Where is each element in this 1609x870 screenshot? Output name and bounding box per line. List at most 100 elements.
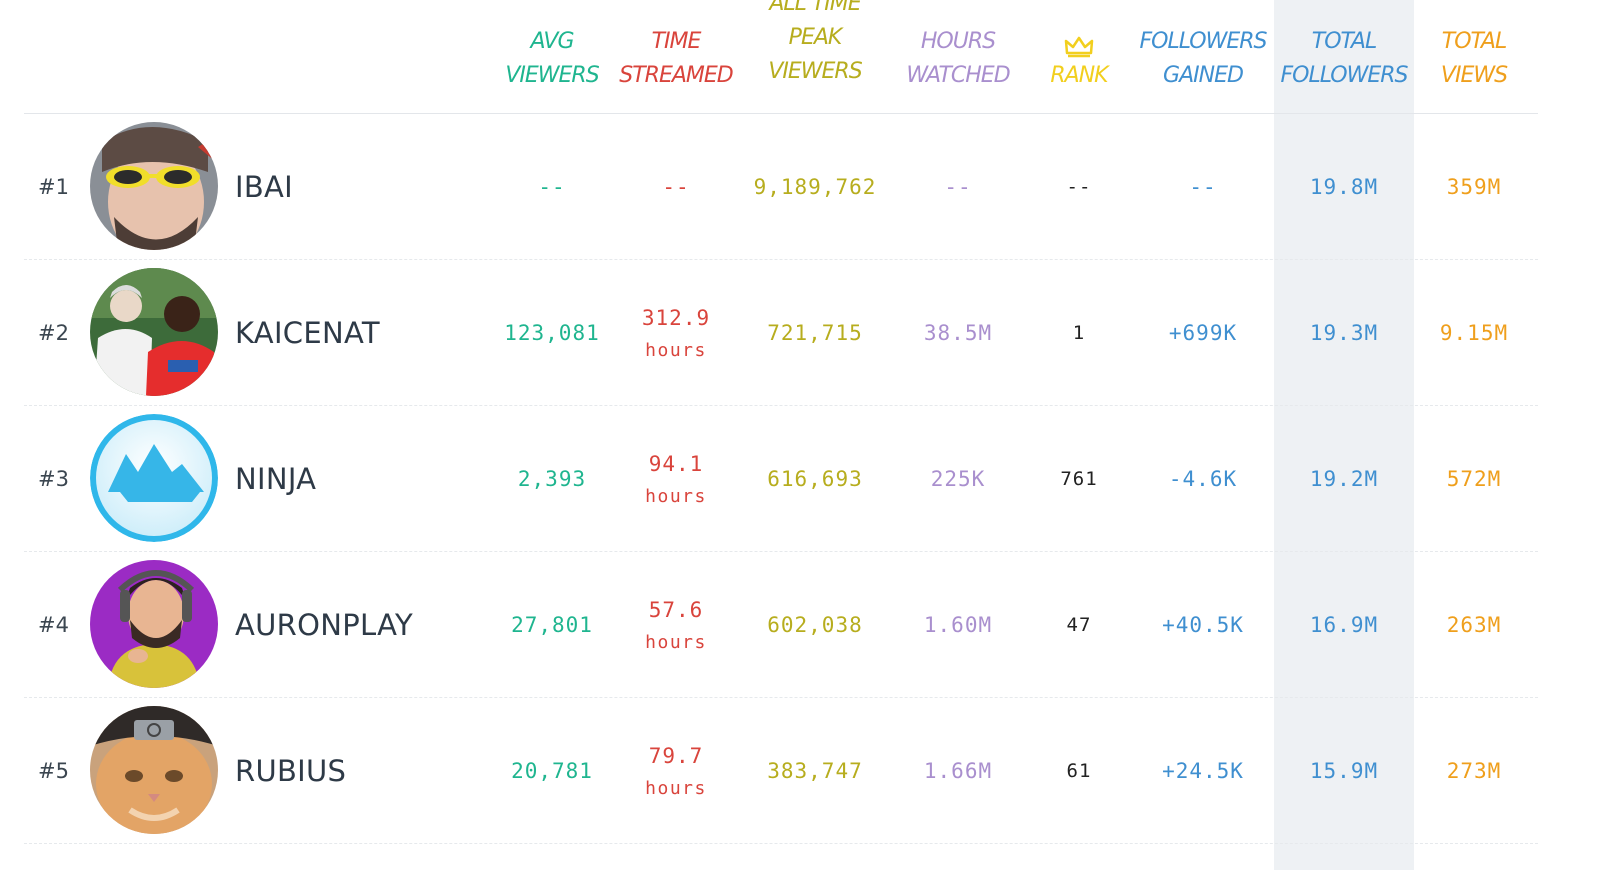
- row-username[interactable]: KAICENAT: [235, 316, 380, 350]
- header-total-views[interactable]: TOTAL VIEWS: [1414, 0, 1534, 113]
- row-peak-viewers: 9,189,762: [740, 114, 890, 260]
- avatar[interactable]: [90, 122, 218, 250]
- row-followers-gained-value: +40.5K: [1162, 613, 1244, 637]
- row-followers-gained: +40.5K: [1138, 552, 1268, 698]
- header-hours-watched-line1: HOURS: [920, 29, 996, 54]
- row-peak-viewers: 721,715: [740, 260, 890, 406]
- row-total-views: 273M: [1414, 698, 1534, 844]
- row-time-streamed-value: 94.1: [648, 451, 704, 476]
- row-hours-watched: --: [898, 114, 1018, 260]
- row-avg-viewers-value: 2,393: [517, 467, 587, 491]
- row-rank-number: #2: [38, 321, 69, 345]
- header-peak-viewers-line1: ALL TIME: [769, 0, 861, 16]
- row-total-followers-value: 15.9M: [1309, 759, 1379, 783]
- header-hours-watched[interactable]: HOURS WATCHED: [898, 0, 1018, 113]
- row-rank-position: 47: [1040, 552, 1118, 698]
- row-peak-viewers: 616,693: [740, 406, 890, 552]
- row-peak-viewers-value: 383,747: [767, 759, 863, 783]
- row-username[interactable]: NINJA: [235, 462, 317, 496]
- row-total-followers: 19.8M: [1280, 114, 1408, 260]
- row-rank-position-value: 61: [1066, 760, 1092, 782]
- row-divider: [24, 697, 1538, 698]
- row-total-followers: 19.3M: [1280, 260, 1408, 406]
- row-time-streamed-value: 312.9: [641, 305, 711, 330]
- row-total-views: 263M: [1414, 552, 1534, 698]
- row-time-streamed-unit: hours: [645, 777, 707, 799]
- header-followers-gained-line1: FOLLOWERS: [1139, 29, 1267, 54]
- avatar[interactable]: [90, 706, 218, 834]
- header-total-followers-line1: TOTAL: [1311, 29, 1377, 54]
- row-time-streamed: 312.9 hours: [616, 260, 736, 406]
- avatar-auronplay-image: [90, 560, 218, 688]
- crown-icon: [1064, 36, 1094, 58]
- row-hours-watched-value: --: [944, 175, 972, 199]
- row-time-streamed-value: --: [662, 175, 690, 199]
- table-row[interactable]: #1 IBAI -- -- 9,189,762 -- -- -- 19.8M 3…: [0, 114, 1609, 260]
- row-time-streamed: 57.6 hours: [616, 552, 736, 698]
- row-peak-viewers-value: 9,189,762: [753, 175, 877, 199]
- row-hours-watched-value: 1.66M: [923, 759, 993, 783]
- header-time-streamed-line2: STREAMED: [619, 63, 733, 88]
- row-peak-viewers-value: 721,715: [767, 321, 863, 345]
- row-rank-position: --: [1040, 114, 1118, 260]
- row-hours-watched-value: 225K: [930, 467, 986, 491]
- row-total-followers-value: 16.9M: [1309, 613, 1379, 637]
- row-username[interactable]: RUBIUS: [235, 754, 347, 788]
- header-peak-viewers-line2: PEAK: [788, 25, 843, 50]
- row-avg-viewers: 27,801: [492, 552, 612, 698]
- row-avg-viewers-value: 20,781: [511, 759, 593, 783]
- row-followers-gained: -4.6K: [1138, 406, 1268, 552]
- row-total-views-value: 263M: [1446, 613, 1502, 637]
- row-followers-gained-value: +699K: [1168, 321, 1238, 345]
- avatar[interactable]: [90, 414, 218, 542]
- table-row[interactable]: #2 KAICENAT 123,081 312.9 hours 721,715 3…: [0, 260, 1609, 406]
- row-time-streamed: 79.7 hours: [616, 698, 736, 844]
- avatar[interactable]: [90, 560, 218, 688]
- header-peak-viewers[interactable]: ALL TIME PEAK VIEWERS: [740, 0, 890, 109]
- header-total-followers-line2: FOLLOWERS: [1280, 63, 1408, 88]
- row-rank-number: #5: [38, 759, 69, 783]
- row-time-streamed-value: 79.7: [648, 743, 704, 768]
- total-followers-column-highlight: [1274, 0, 1414, 870]
- avatar-ninja-image: [90, 414, 218, 542]
- table-row[interactable]: #3 NINJA 2,393 94.1 hours 616,693 225K 76…: [0, 406, 1609, 552]
- row-rank-position-value: 47: [1066, 614, 1092, 636]
- header-avg-viewers[interactable]: AVG VIEWERS: [492, 0, 612, 113]
- header-rank[interactable]: RANK: [1040, 0, 1118, 113]
- avatar[interactable]: [90, 268, 218, 396]
- row-username[interactable]: AURONPLAY: [235, 608, 414, 642]
- row-divider: [24, 843, 1538, 844]
- row-total-followers-value: 19.8M: [1309, 175, 1379, 199]
- row-time-streamed: 94.1 hours: [616, 406, 736, 552]
- row-rank-number: #1: [38, 175, 69, 199]
- row-rank-position-value: 1: [1072, 322, 1086, 344]
- header-peak-viewers-line3: VIEWERS: [768, 59, 862, 84]
- header-total-views-line1: TOTAL: [1441, 29, 1507, 54]
- header-time-streamed[interactable]: TIME STREAMED: [612, 0, 740, 113]
- row-avg-viewers: 2,393: [492, 406, 612, 552]
- row-avg-viewers: 123,081: [492, 260, 612, 406]
- row-username[interactable]: IBAI: [235, 170, 294, 204]
- row-total-followers: 19.2M: [1280, 406, 1408, 552]
- table-row[interactable]: #4 AURONPLAY 27,801 57.6 hours 602,038 1.…: [0, 552, 1609, 698]
- header-total-followers[interactable]: TOTAL FOLLOWERS: [1274, 0, 1414, 113]
- table-row[interactable]: #5 RUBIUS 20,781 79.7 hours 383,747 1.66M…: [0, 698, 1609, 844]
- row-followers-gained-value: -4.6K: [1168, 467, 1238, 491]
- row-total-followers: 16.9M: [1280, 552, 1408, 698]
- row-avg-viewers-value: --: [538, 175, 566, 199]
- header-divider: [24, 113, 1538, 114]
- row-total-views: 572M: [1414, 406, 1534, 552]
- header-avg-viewers-line1: AVG: [530, 29, 574, 54]
- row-time-streamed-unit: hours: [645, 485, 707, 507]
- row-divider: [24, 405, 1538, 406]
- header-avg-viewers-line2: VIEWERS: [505, 63, 599, 88]
- row-time-streamed-value: 57.6: [648, 597, 704, 622]
- header-followers-gained-line2: GAINED: [1163, 63, 1244, 88]
- avatar-rubius-image: [90, 706, 218, 834]
- row-avg-viewers-value: 123,081: [504, 321, 600, 345]
- row-hours-watched: 1.66M: [898, 698, 1018, 844]
- row-hours-watched-value: 38.5M: [923, 321, 993, 345]
- row-rank-position: 61: [1040, 698, 1118, 844]
- header-followers-gained[interactable]: FOLLOWERS GAINED: [1132, 0, 1274, 113]
- row-rank-position-value: --: [1066, 176, 1092, 198]
